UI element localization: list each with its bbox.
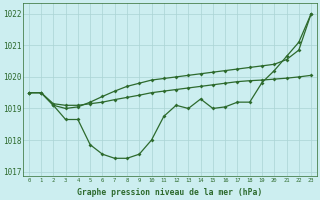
- X-axis label: Graphe pression niveau de la mer (hPa): Graphe pression niveau de la mer (hPa): [77, 188, 263, 197]
